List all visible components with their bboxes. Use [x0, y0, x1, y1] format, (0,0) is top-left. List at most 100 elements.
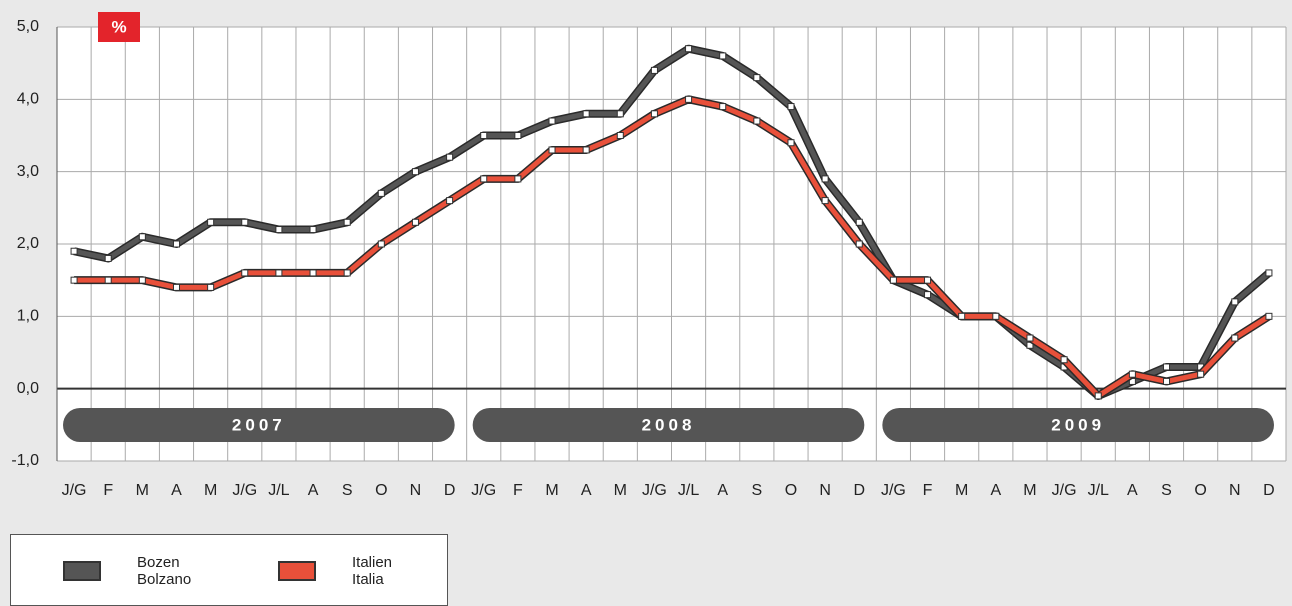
marker	[172, 240, 180, 248]
marker	[821, 175, 829, 183]
x-tick-label: D	[444, 482, 456, 499]
y-tick-label: 1,0	[17, 308, 39, 325]
year-label: 2008	[642, 415, 696, 434]
marker	[446, 197, 454, 205]
marker	[343, 269, 351, 277]
marker	[992, 312, 1000, 320]
legend-swatch	[278, 561, 316, 581]
y-tick-label: 5,0	[17, 18, 39, 35]
marker	[616, 132, 624, 139]
marker	[104, 276, 112, 284]
marker	[207, 283, 215, 291]
marker	[70, 276, 78, 284]
x-tick-label: D	[853, 482, 865, 499]
unit-label: %	[111, 17, 126, 36]
marker	[1231, 298, 1239, 306]
marker	[377, 240, 385, 248]
marker	[1231, 334, 1239, 342]
marker	[1197, 370, 1205, 378]
marker	[616, 110, 624, 118]
marker	[104, 254, 112, 262]
marker	[1060, 356, 1068, 364]
legend-entry: Italien Italia	[278, 535, 422, 606]
marker	[958, 312, 966, 320]
x-tick-label: J/L	[1088, 482, 1109, 499]
x-tick-label: M	[136, 482, 149, 499]
year-pill	[472, 408, 865, 442]
x-tick-label: J/G	[232, 482, 257, 499]
marker	[582, 110, 590, 118]
x-tick-label: F	[513, 482, 523, 499]
marker	[924, 276, 932, 284]
marker	[275, 226, 283, 234]
marker	[480, 175, 488, 183]
unit-box	[98, 12, 140, 42]
x-tick-label: S	[1161, 482, 1172, 499]
marker	[855, 218, 863, 226]
x-tick-label: O	[1194, 482, 1206, 499]
marker	[514, 132, 522, 139]
marker	[377, 189, 385, 197]
line	[73, 46, 1271, 399]
marker	[411, 168, 419, 176]
marker	[1094, 392, 1102, 400]
x-tick-label: J/L	[268, 482, 289, 499]
legend-entry: Bozen Bolzano	[63, 535, 207, 606]
marker	[582, 146, 590, 154]
marker	[480, 132, 488, 139]
marker	[1163, 377, 1171, 385]
marker	[787, 103, 795, 111]
y-tick-label: 0,0	[17, 380, 39, 397]
legend-label: Bozen Bolzano	[137, 554, 192, 588]
x-tick-label: F	[923, 482, 933, 499]
marker	[719, 52, 727, 60]
marker	[1128, 370, 1136, 378]
marker	[753, 74, 761, 82]
marker	[241, 269, 249, 277]
x-tick-label: A	[308, 482, 319, 499]
chart: -1,0 0,0 1,0 2,0 3,0 4,0 5,0 % 2007 2008 2009 J/G F M…	[11, 12, 1287, 499]
x-tick-label: N	[410, 482, 422, 499]
marker	[1163, 363, 1171, 371]
x-tick-label: M	[614, 482, 627, 499]
marker	[787, 139, 795, 147]
x-tick-label: O	[785, 482, 797, 499]
marker	[138, 233, 146, 241]
year-pill	[63, 408, 455, 442]
x-tick-label: S	[752, 482, 763, 499]
x-tick-label: O	[375, 482, 387, 499]
x-tick-label: J/G	[881, 482, 906, 499]
x-tick-label: M	[955, 482, 968, 499]
marker	[548, 117, 556, 125]
marker	[685, 95, 693, 103]
x-tick-label: A	[717, 482, 728, 499]
marker	[889, 276, 897, 284]
series	[70, 95, 1273, 400]
x-tick-label: J/G	[642, 482, 667, 499]
marker	[753, 117, 761, 125]
marker	[411, 218, 419, 226]
marker	[207, 218, 215, 226]
marker	[446, 153, 454, 161]
line	[74, 96, 1271, 399]
marker	[650, 110, 658, 118]
marker	[685, 45, 693, 53]
x-tick-label: A	[171, 482, 182, 499]
marker	[70, 247, 78, 255]
marker	[275, 269, 283, 277]
x-tick-label: J/L	[678, 482, 699, 499]
marker	[172, 283, 180, 291]
x-tick-label: A	[581, 482, 592, 499]
marker	[548, 146, 556, 154]
marker	[309, 226, 317, 234]
marker	[1265, 269, 1273, 277]
legend: Bozen Bolzano Italien Italia	[10, 534, 448, 606]
marker	[855, 240, 863, 248]
x-tick-label: N	[819, 482, 831, 499]
x-tick-label: D	[1263, 482, 1275, 499]
marker	[821, 197, 829, 205]
y-tick-label: -1,0	[11, 452, 39, 469]
x-tick-label: A	[990, 482, 1001, 499]
marker	[138, 276, 146, 284]
